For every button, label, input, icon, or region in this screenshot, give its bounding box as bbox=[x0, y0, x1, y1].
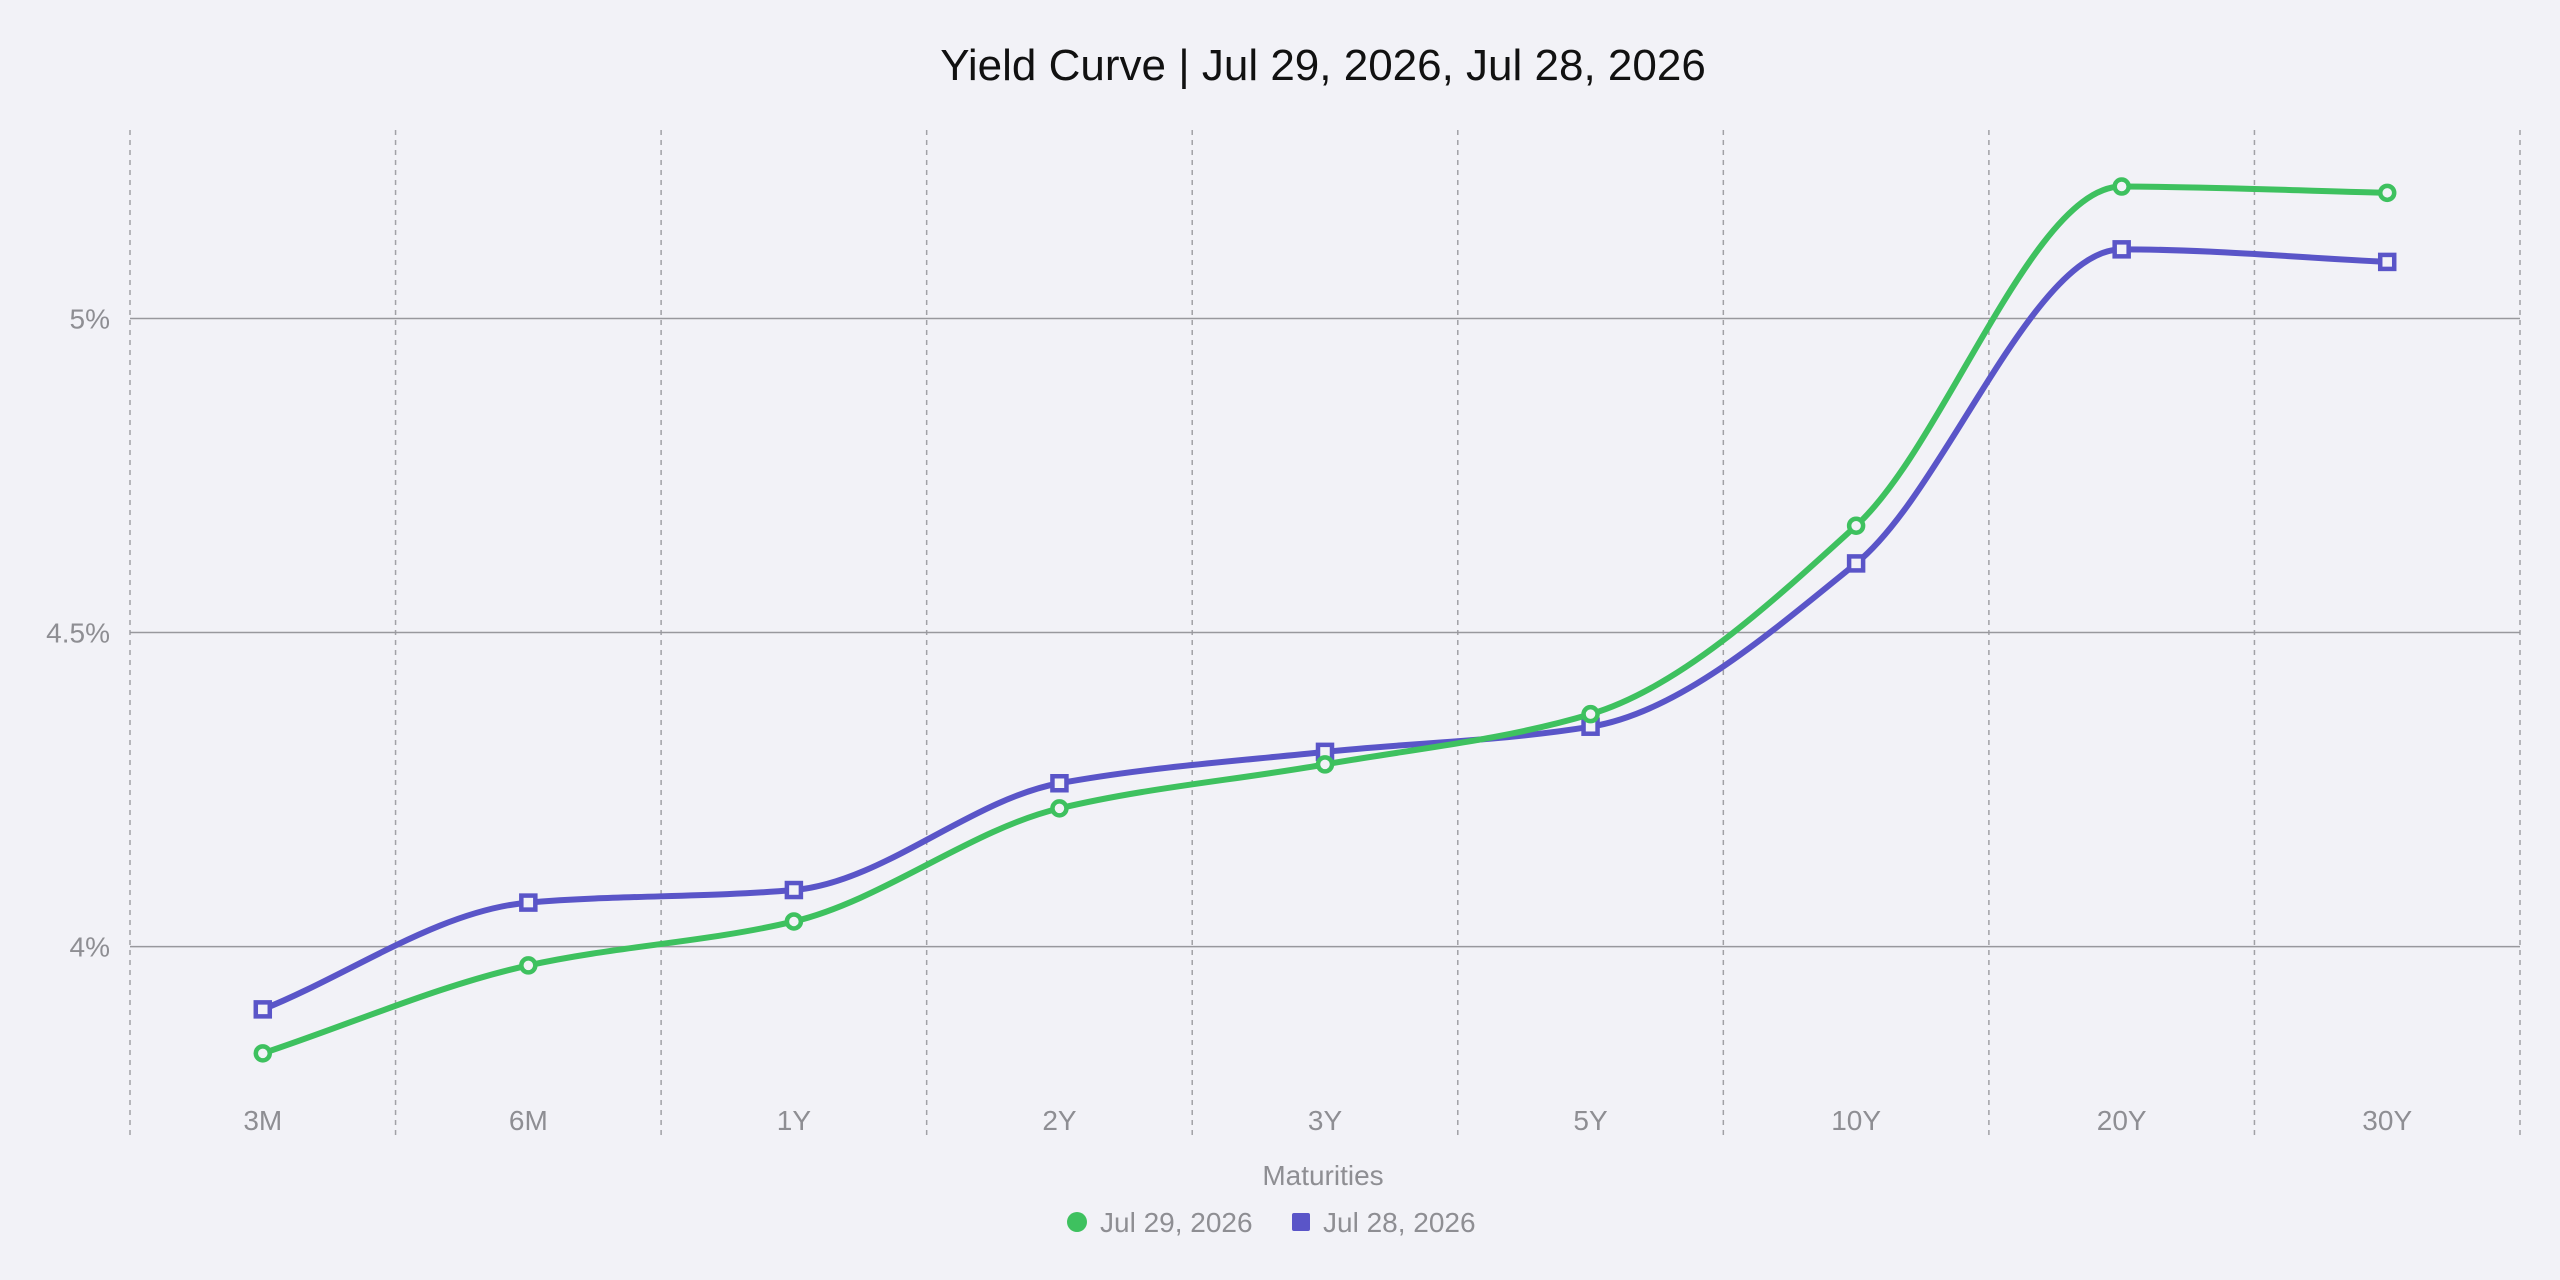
x-tick-label: 10Y bbox=[1831, 1105, 1881, 1136]
x-tick-label: 5Y bbox=[1573, 1105, 1608, 1136]
x-tick-label: 3M bbox=[243, 1105, 282, 1136]
x-axis-title: Maturities bbox=[1262, 1160, 1383, 1191]
y-tick-label: 5% bbox=[70, 303, 110, 334]
legend-label: Jul 28, 2026 bbox=[1323, 1207, 1476, 1238]
chart-title: Yield Curve | Jul 29, 2026, Jul 28, 2026 bbox=[940, 41, 1706, 90]
series-circle bbox=[253, 177, 2397, 1063]
series-line bbox=[259, 183, 2391, 1057]
series-square bbox=[253, 240, 2397, 1019]
data-point[interactable] bbox=[253, 1044, 273, 1063]
data-point[interactable] bbox=[2377, 183, 2397, 203]
series-line bbox=[259, 246, 2391, 1013]
data-point[interactable] bbox=[2112, 177, 2131, 196]
legend: Jul 29, 2026 Jul 28, 2026 bbox=[1067, 1207, 1476, 1238]
legend-circle-icon bbox=[1067, 1212, 1087, 1232]
legend-item[interactable]: Jul 28, 2026 bbox=[1292, 1207, 1476, 1238]
x-tick-label: 20Y bbox=[2097, 1105, 2147, 1136]
data-point[interactable] bbox=[784, 912, 804, 931]
x-tick-label: 3Y bbox=[1308, 1105, 1343, 1136]
data-point[interactable] bbox=[2377, 252, 2397, 272]
y-tick-label: 4% bbox=[70, 932, 110, 963]
series-layer bbox=[253, 177, 2397, 1063]
data-point[interactable] bbox=[1581, 704, 1600, 724]
data-point[interactable] bbox=[1846, 554, 1866, 573]
x-tick-label: 1Y bbox=[777, 1105, 812, 1136]
data-point[interactable] bbox=[253, 1000, 273, 1019]
data-point[interactable] bbox=[519, 956, 538, 975]
data-point[interactable] bbox=[784, 880, 804, 900]
grid-layer bbox=[129, 130, 2521, 1135]
x-tick-label: 2Y bbox=[1042, 1105, 1077, 1136]
data-point[interactable] bbox=[1050, 799, 1069, 818]
legend-square-icon bbox=[1292, 1213, 1310, 1231]
data-point[interactable] bbox=[519, 893, 538, 912]
legend-item[interactable]: Jul 29, 2026 bbox=[1067, 1207, 1253, 1238]
data-point[interactable] bbox=[1050, 774, 1069, 793]
data-point[interactable] bbox=[2112, 240, 2131, 259]
y-tick-label: 4.5% bbox=[46, 618, 110, 649]
x-axis-ticks: 3M 6M 1Y 2Y 3Y 5Y 10Y 20Y 30Y bbox=[243, 1105, 2412, 1136]
y-axis-ticks: 4% 4.5% 5% bbox=[46, 303, 110, 962]
data-point[interactable] bbox=[1846, 516, 1866, 535]
legend-label: Jul 29, 2026 bbox=[1100, 1207, 1253, 1238]
data-point[interactable] bbox=[1315, 755, 1335, 774]
x-tick-label: 6M bbox=[509, 1105, 548, 1136]
x-tick-label: 30Y bbox=[2362, 1105, 2412, 1136]
